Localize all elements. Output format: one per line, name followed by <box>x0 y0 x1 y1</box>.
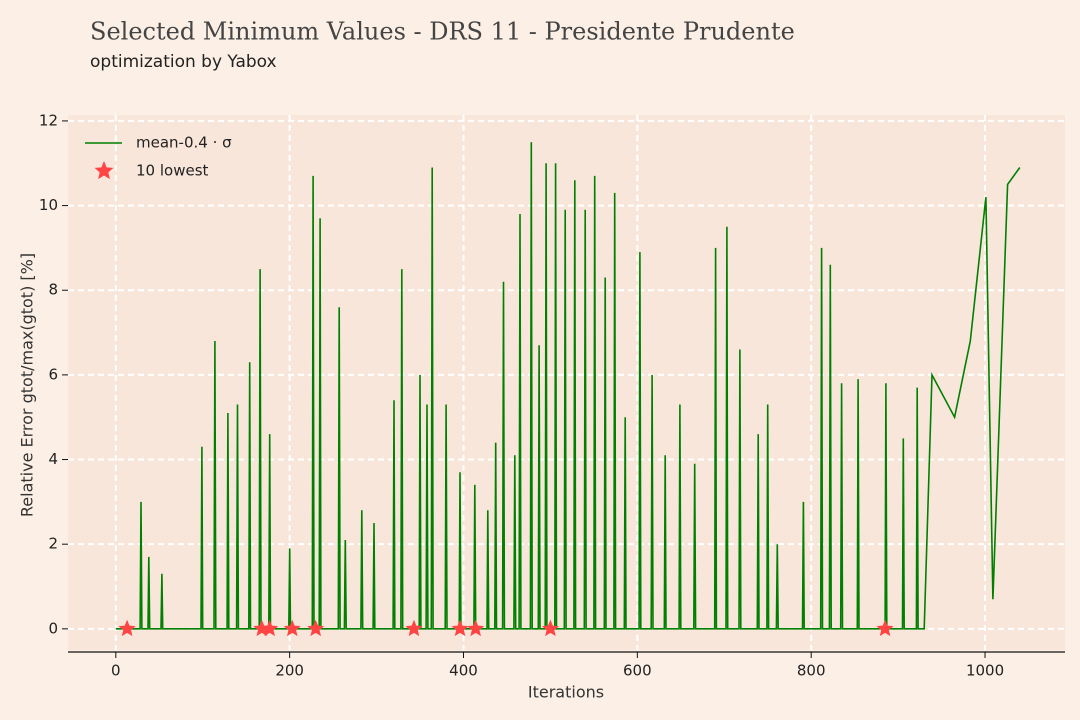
y-tick-label: 8 <box>48 281 58 299</box>
star-marker <box>541 619 559 637</box>
y-tick-label: 2 <box>48 535 58 553</box>
star-marker <box>118 619 136 637</box>
chart-subtitle: optimization by Yabox <box>90 52 277 72</box>
star-marker <box>307 619 325 637</box>
y-tick-label: 0 <box>48 619 58 637</box>
y-tick-label: 4 <box>48 450 58 468</box>
data-line <box>115 142 1021 630</box>
x-tick-label: 600 <box>623 662 652 680</box>
x-axis-label: Iterations <box>528 683 604 702</box>
star-marker <box>467 619 485 637</box>
legend-label: 10 lowest <box>136 162 209 180</box>
chart-title: Selected Minimum Values - DRS 11 - Presi… <box>90 18 795 46</box>
y-axis-label: Relative Error gtot/max(gtot) [%] <box>18 253 37 517</box>
x-tick-label: 400 <box>449 662 478 680</box>
star-marker <box>451 619 469 637</box>
star-marker <box>876 619 894 637</box>
x-tick-label: 0 <box>111 662 121 680</box>
x-tick-label: 800 <box>797 662 826 680</box>
star-marker <box>283 619 301 637</box>
legend-swatch <box>94 161 114 180</box>
y-tick-label: 12 <box>39 111 58 129</box>
legend-label: mean-0.4 · σ <box>136 134 232 152</box>
x-tick-label: 1000 <box>966 662 1004 680</box>
x-tick-label: 200 <box>275 662 304 680</box>
y-tick-label: 10 <box>39 196 58 214</box>
star-marker <box>405 619 423 637</box>
y-tick-label: 6 <box>48 365 58 383</box>
star-marker <box>261 619 279 637</box>
